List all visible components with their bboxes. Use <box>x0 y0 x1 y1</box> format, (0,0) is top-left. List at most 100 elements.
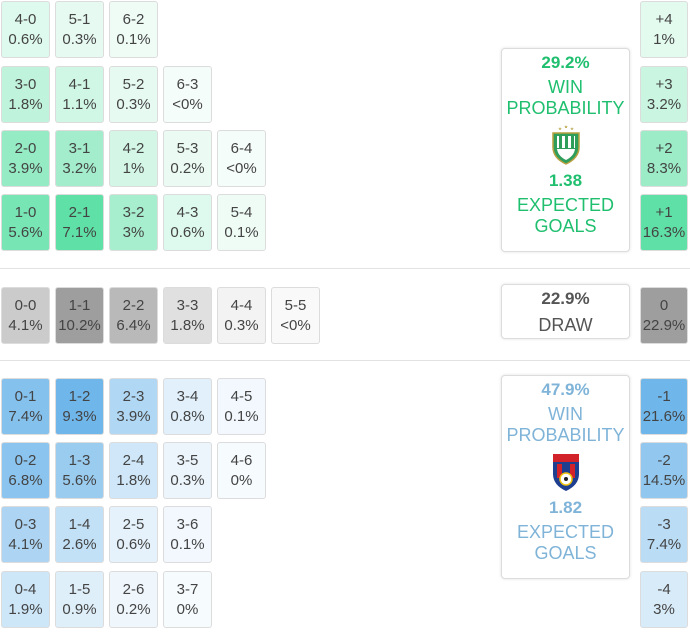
score-label: 1-3 <box>68 452 91 469</box>
score-label: 3-5 <box>176 452 199 469</box>
score-label: -4 <box>657 581 671 598</box>
probability-label: 7.4% <box>8 408 43 425</box>
score-label: 4-6 <box>230 452 253 469</box>
draw-score-cell: 2-2 6.4% <box>109 287 158 344</box>
away-score-cell: 1-3 5.6% <box>55 442 104 499</box>
home-expected-goals-value: 1.38 <box>548 171 583 190</box>
away-score-cell: 0-4 1.9% <box>1 571 50 628</box>
score-label: 5-1 <box>68 11 91 28</box>
probability-label: 2.6% <box>62 536 97 553</box>
draw-label: DRAW <box>538 315 593 335</box>
probability-label: 1.9% <box>8 601 43 618</box>
away-score-cell: 1-2 9.3% <box>55 378 104 435</box>
score-label: 3-3 <box>176 297 199 314</box>
score-label: +3 <box>655 76 673 93</box>
home-score-cell: 2-0 3.9% <box>1 130 50 187</box>
score-label: 2-1 <box>68 204 91 221</box>
probability-label: 1% <box>122 160 145 177</box>
draw-card: 22.9% DRAW <box>501 284 630 339</box>
score-label: 1-5 <box>68 581 91 598</box>
score-label: 0-2 <box>14 452 37 469</box>
home-margin-cell: +1 16.3% <box>640 194 688 251</box>
home-score-cell: 1-0 5.6% <box>1 194 50 251</box>
probability-label: 0.6% <box>116 536 151 553</box>
draw-score-cell: 3-3 1.8% <box>163 287 212 344</box>
probability-label: 4.1% <box>8 317 43 334</box>
home-score-cell: 6-3 <0% <box>163 66 212 123</box>
score-label: 4-4 <box>230 297 253 314</box>
away-margin-cell: -3 7.4% <box>640 506 688 563</box>
away-probability-label: PROBABILITY <box>506 425 625 445</box>
score-label: -3 <box>657 516 671 533</box>
score-label: -2 <box>657 452 671 469</box>
score-label: 1-4 <box>68 516 91 533</box>
score-label: 5-5 <box>284 297 307 314</box>
home-score-cell: 5-4 0.1% <box>217 194 266 251</box>
away-win-probability-value: 47.9% <box>541 380 590 399</box>
away-win-card: 47.9% WIN PROBABILITY 1.82 EXPECTED GOAL… <box>501 375 630 579</box>
away-expected-goals-value: 1.82 <box>548 498 583 517</box>
score-label: 4-5 <box>230 388 253 405</box>
probability-label: 1.1% <box>62 96 97 113</box>
probability-label: 0.6% <box>170 224 205 241</box>
probability-label: 0.3% <box>116 96 151 113</box>
home-score-cell: 2-1 7.1% <box>55 194 104 251</box>
away-expected-label: EXPECTED <box>516 522 615 542</box>
probability-label: 3.2% <box>62 160 97 177</box>
home-margin-cell: +4 1% <box>640 1 688 58</box>
probability-label: 5.6% <box>8 224 43 241</box>
score-label: 2-3 <box>122 388 145 405</box>
away-score-cell: 1-4 2.6% <box>55 506 104 563</box>
away-score-cell: 3-6 0.1% <box>163 506 212 563</box>
probability-label: 21.6% <box>642 408 686 425</box>
probability-label: 10.2% <box>58 317 101 334</box>
score-label: 1-1 <box>68 297 91 314</box>
probability-label: 3% <box>653 601 675 618</box>
score-label: -1 <box>657 388 671 405</box>
probability-label: 3.9% <box>8 160 43 177</box>
score-label: 4-0 <box>14 11 37 28</box>
probability-label: 1.8% <box>8 96 43 113</box>
score-label: 1-0 <box>14 204 37 221</box>
home-score-cell: 4-1 1.1% <box>55 66 104 123</box>
away-margin-cell: -4 3% <box>640 571 688 628</box>
probability-label: 5.6% <box>62 472 97 489</box>
divider-bottom <box>0 360 690 361</box>
score-label: 2-6 <box>122 581 145 598</box>
home-win-card: 29.2% WIN PROBABILITY 1.38 EXPECTED GOAL… <box>501 48 630 252</box>
probability-label: 3.2% <box>646 96 682 113</box>
score-label: 0-3 <box>14 516 37 533</box>
probability-label: 0.1% <box>170 536 205 553</box>
away-margin-cell: -2 14.5% <box>640 442 688 499</box>
probability-label: 0.9% <box>62 601 97 618</box>
probability-label: 3% <box>122 224 145 241</box>
away-margin-cell: -1 21.6% <box>640 378 688 435</box>
home-margin-cell: +2 8.3% <box>640 130 688 187</box>
viktoria-plzen-crest-icon <box>552 454 579 491</box>
probability-label: 0% <box>230 472 253 489</box>
away-win-label: WIN <box>548 404 583 424</box>
score-label: 0-4 <box>14 581 37 598</box>
home-probability-label: PROBABILITY <box>506 98 625 118</box>
probability-label: 0.2% <box>116 601 151 618</box>
draw-score-cell: 5-5 <0% <box>271 287 320 344</box>
draw-probability-value: 22.9% <box>541 289 590 308</box>
probability-label: 7.4% <box>646 536 682 553</box>
home-score-cell: 5-1 0.3% <box>55 1 104 58</box>
score-label: 3-1 <box>68 140 91 157</box>
draw-score-cell: 0-0 4.1% <box>1 287 50 344</box>
home-win-probability-value: 29.2% <box>541 53 590 72</box>
draw-margin-cell: 0 22.9% <box>640 287 688 344</box>
probability-label: 0.3% <box>224 317 259 334</box>
home-score-cell: 6-2 0.1% <box>109 1 158 58</box>
home-expected-label: EXPECTED <box>516 195 615 215</box>
probability-label: 0.1% <box>116 31 151 48</box>
home-goals-label: GOALS <box>534 216 597 236</box>
probability-label: 22.9% <box>642 317 686 334</box>
away-score-cell: 4-5 0.1% <box>217 378 266 435</box>
score-label: 0 <box>659 297 669 314</box>
probability-label: 0.1% <box>224 224 259 241</box>
score-label: +4 <box>655 11 673 28</box>
home-score-cell: 4-3 0.6% <box>163 194 212 251</box>
ferencvaros-crest-icon <box>551 125 580 165</box>
